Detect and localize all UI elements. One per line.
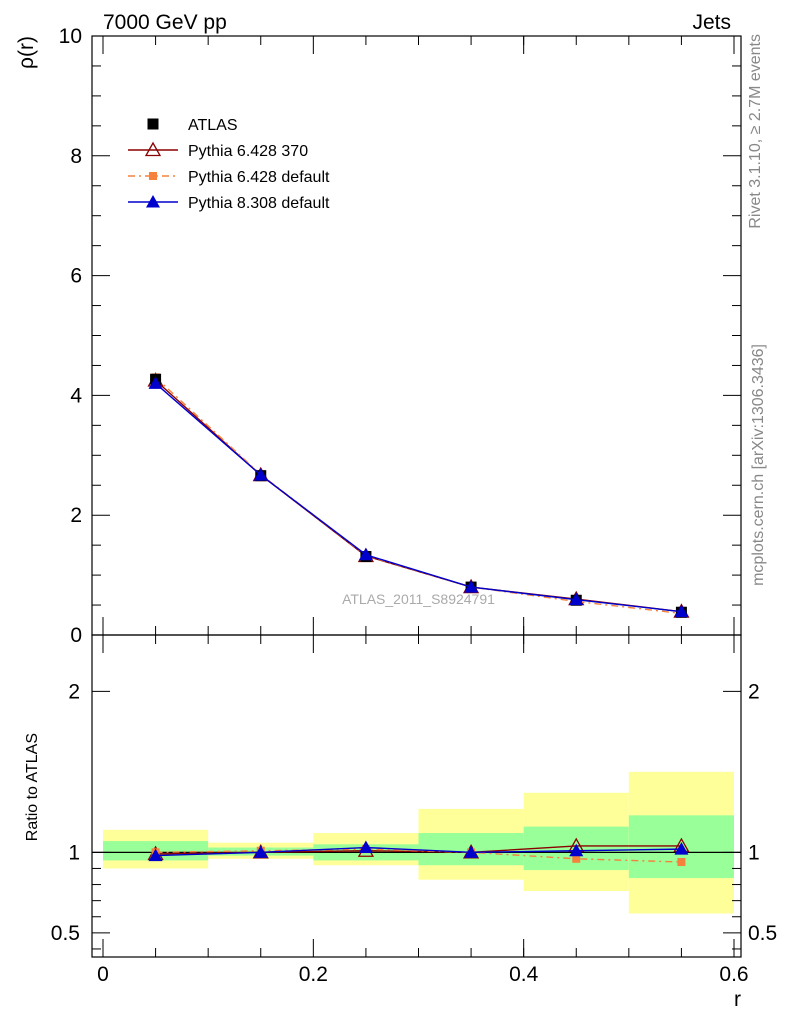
ratio-series-line: [155, 846, 682, 857]
ratio-frame: [91, 634, 742, 958]
ratio-y-tick-label: 0.5: [51, 922, 80, 945]
main-y-tick-label: 10: [59, 25, 82, 48]
x-tick-label: 0.6: [719, 963, 748, 986]
ratio-series-line: [155, 848, 682, 863]
data-point: [569, 592, 584, 606]
ratio-ticks: 0.5 0.5 1 1 2 2 0 0.2 0.4 0.6: [51, 635, 777, 986]
data-point: [253, 468, 268, 481]
ratio-data-point: [253, 845, 268, 858]
ratio-bands: [103, 771, 734, 914]
x-tick-label: 0.4: [509, 963, 539, 986]
series-line: [155, 376, 682, 615]
ratio-y-axis-label: Ratio to ATLAS: [24, 733, 41, 841]
main-panel: 0 2 4 6 8 10 ρ(r) ATLAS_2011_S8924791 ATLAS Py…: [15, 25, 742, 647]
header-jets-label: Jets: [692, 11, 731, 34]
legend-label: Pythia 6.428 default: [188, 169, 330, 186]
main-series: [147, 372, 690, 618]
ratio-data-point: [674, 842, 689, 855]
legend-marker: [147, 118, 159, 130]
series-pythia-8-308-default: [148, 376, 689, 618]
legend-marker: [144, 141, 162, 157]
mcplots-reference-label: mcplots.cern.ch [arXiv:1306.3436]: [750, 344, 767, 586]
legend-label: Pythia 8.308 default: [188, 195, 330, 212]
ratio-y-tick-label: 1: [68, 841, 80, 864]
header-process-label: 7000 GeV pp: [103, 11, 227, 34]
legend-marker: [149, 172, 157, 180]
ratio-data-point: [148, 848, 163, 862]
x-tick-label: 0: [97, 963, 109, 986]
ratio-data-point: [464, 845, 479, 858]
ratio-data-point: [569, 843, 584, 857]
ratio-data-point: [572, 854, 581, 863]
main-y-tick-label: 6: [70, 265, 82, 288]
ratio-y-tick-label-right: 2: [748, 680, 760, 703]
data-point: [464, 580, 479, 593]
ratio-panel: 0.5 0.5 1 1 2 2 0 0.2 0.4 0.6 Ratio to ATLAS r: [24, 634, 777, 1011]
main-ticks: 0 2 4 6 8 10: [59, 25, 741, 647]
data-point: [358, 547, 373, 561]
data-point: [674, 604, 689, 618]
series-pythia-6-428-default: [151, 373, 686, 618]
main-y-axis-label: ρ(r): [15, 36, 38, 69]
ratio-data-point: [677, 858, 686, 867]
series-pythia-6-428-370: [147, 372, 690, 618]
ratio-y-tick-label-right: 1: [748, 841, 760, 864]
ratio-series-pythia-8-308-default: [148, 840, 689, 862]
analysis-watermark: ATLAS_2011_S8924791: [342, 591, 495, 607]
ratio-y-tick-label: 2: [68, 680, 80, 703]
rivet-version-label: Rivet 3.1.10, ≥ 2.7M events: [747, 34, 764, 229]
main-y-tick-label: 2: [70, 504, 82, 527]
data-point: [148, 376, 163, 389]
ratio-y-tick-label-right: 0.5: [748, 922, 777, 945]
main-y-tick-label: 0: [70, 624, 82, 647]
main-y-tick-label: 8: [70, 145, 82, 168]
x-tick-label: 0.2: [299, 963, 328, 986]
main-y-tick-label: 4: [70, 384, 82, 407]
legend-marker: [146, 195, 160, 208]
series-line: [155, 382, 682, 613]
x-axis-label: r: [734, 988, 741, 1011]
legend: ATLAS Pythia 6.428 370 Pythia 6.428 defaul…: [128, 117, 330, 212]
ratio-data-point: [358, 840, 373, 854]
series-atlas: [150, 373, 687, 618]
series-line: [155, 379, 682, 613]
legend-label: ATLAS: [188, 117, 238, 134]
ratio-series: [147, 837, 690, 867]
legend-label: Pythia 6.428 370: [188, 143, 308, 160]
